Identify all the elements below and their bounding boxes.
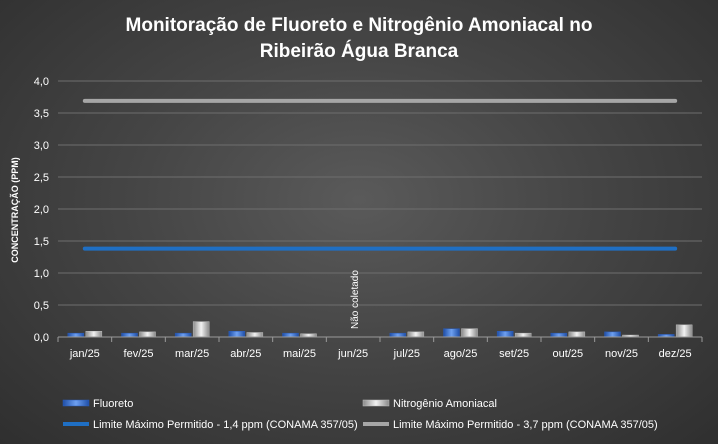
bar-nitrogenio: [407, 331, 425, 338]
x-axis-ticks: jan/25 fev/25 mar/25 abr/25 mai/25 jun/25 jul/…: [57, 336, 703, 360]
bar-fluoreto: [121, 332, 138, 338]
y-tick-label: 1,0: [34, 268, 49, 280]
annotations: Não coletado: [350, 270, 361, 329]
x-tick-label: set/25: [499, 348, 529, 360]
bar-fluoreto: [389, 332, 407, 338]
y-tick-label: 2,5: [34, 172, 49, 184]
bar-fluoreto: [282, 332, 299, 338]
x-tick-label: abr/25: [230, 348, 261, 360]
y-tick-label: 3,0: [34, 140, 49, 152]
legend-swatch: [362, 399, 390, 407]
bar-fluoreto: [604, 331, 621, 338]
legend-label: Limite Máximo Permitido - 3,7 ppm (CONAM…: [393, 419, 658, 431]
legend: Fluoreto Nitrogênio Amoniacal Limite Máxim…: [62, 398, 658, 431]
x-tick-label: fev/25: [124, 348, 154, 360]
x-tick-label: mar/25: [175, 348, 209, 360]
y-tick-label: 1,5: [34, 236, 49, 248]
bar-nitrogenio: [139, 331, 156, 338]
y-axis-ticks: 0,0 0,5 1,0 1,5 2,0 2,5 3,0 3,5 4,0: [34, 76, 49, 344]
legend-label: Limite Máximo Permitido - 1,4 ppm (CONAM…: [93, 419, 358, 431]
y-tick-label: 2,0: [34, 204, 49, 216]
bar-nitrogenio: [85, 330, 103, 338]
y-tick-label: 3,5: [34, 108, 49, 120]
bar-fluoreto: [550, 332, 568, 338]
bar-fluoreto: [496, 330, 514, 338]
bar-nitrogenio: [568, 331, 586, 338]
x-tick-label: out/25: [553, 348, 584, 360]
y-tick-label: 0,0: [34, 332, 49, 344]
bars: [67, 321, 693, 338]
bar-fluoreto: [67, 332, 85, 338]
x-tick-label: ago/25: [444, 348, 478, 360]
bar-nitrogenio: [675, 324, 693, 338]
bar-nitrogenio: [461, 328, 478, 338]
bar-fluoreto: [443, 328, 460, 338]
bar-nitrogenio: [192, 321, 210, 338]
x-tick-label: mai/25: [283, 348, 316, 360]
y-tick-label: 4,0: [34, 76, 49, 88]
legend-swatch: [62, 399, 90, 407]
x-tick-label: jul/25: [393, 348, 420, 360]
x-tick-label: jan/25: [69, 348, 100, 360]
limit-lines: [82, 98, 678, 251]
bar-fluoreto: [228, 330, 246, 338]
chart-title-line2: Ribeirão Água Branca: [260, 40, 459, 62]
y-axis-label: CONCENTRAÇÃO (PPM): [10, 157, 20, 263]
x-tick-label: dez/25: [659, 348, 692, 360]
y-tick-label: 0,5: [34, 300, 49, 312]
bar-nitrogenio: [514, 332, 532, 338]
bar-nitrogenio: [246, 332, 264, 338]
annotation-text: Não coletado: [350, 270, 361, 329]
bar-fluoreto: [174, 332, 192, 338]
chart-title-line1: Monitoração de Fluoreto e Nitrogênio Amo…: [126, 15, 593, 36]
legend-label: Nitrogênio Amoniacal: [393, 398, 497, 410]
gridlines: [58, 80, 702, 338]
legend-label: Fluoreto: [93, 398, 133, 410]
x-tick-label: nov/25: [605, 348, 638, 360]
x-tick-label: jun/25: [337, 348, 368, 360]
